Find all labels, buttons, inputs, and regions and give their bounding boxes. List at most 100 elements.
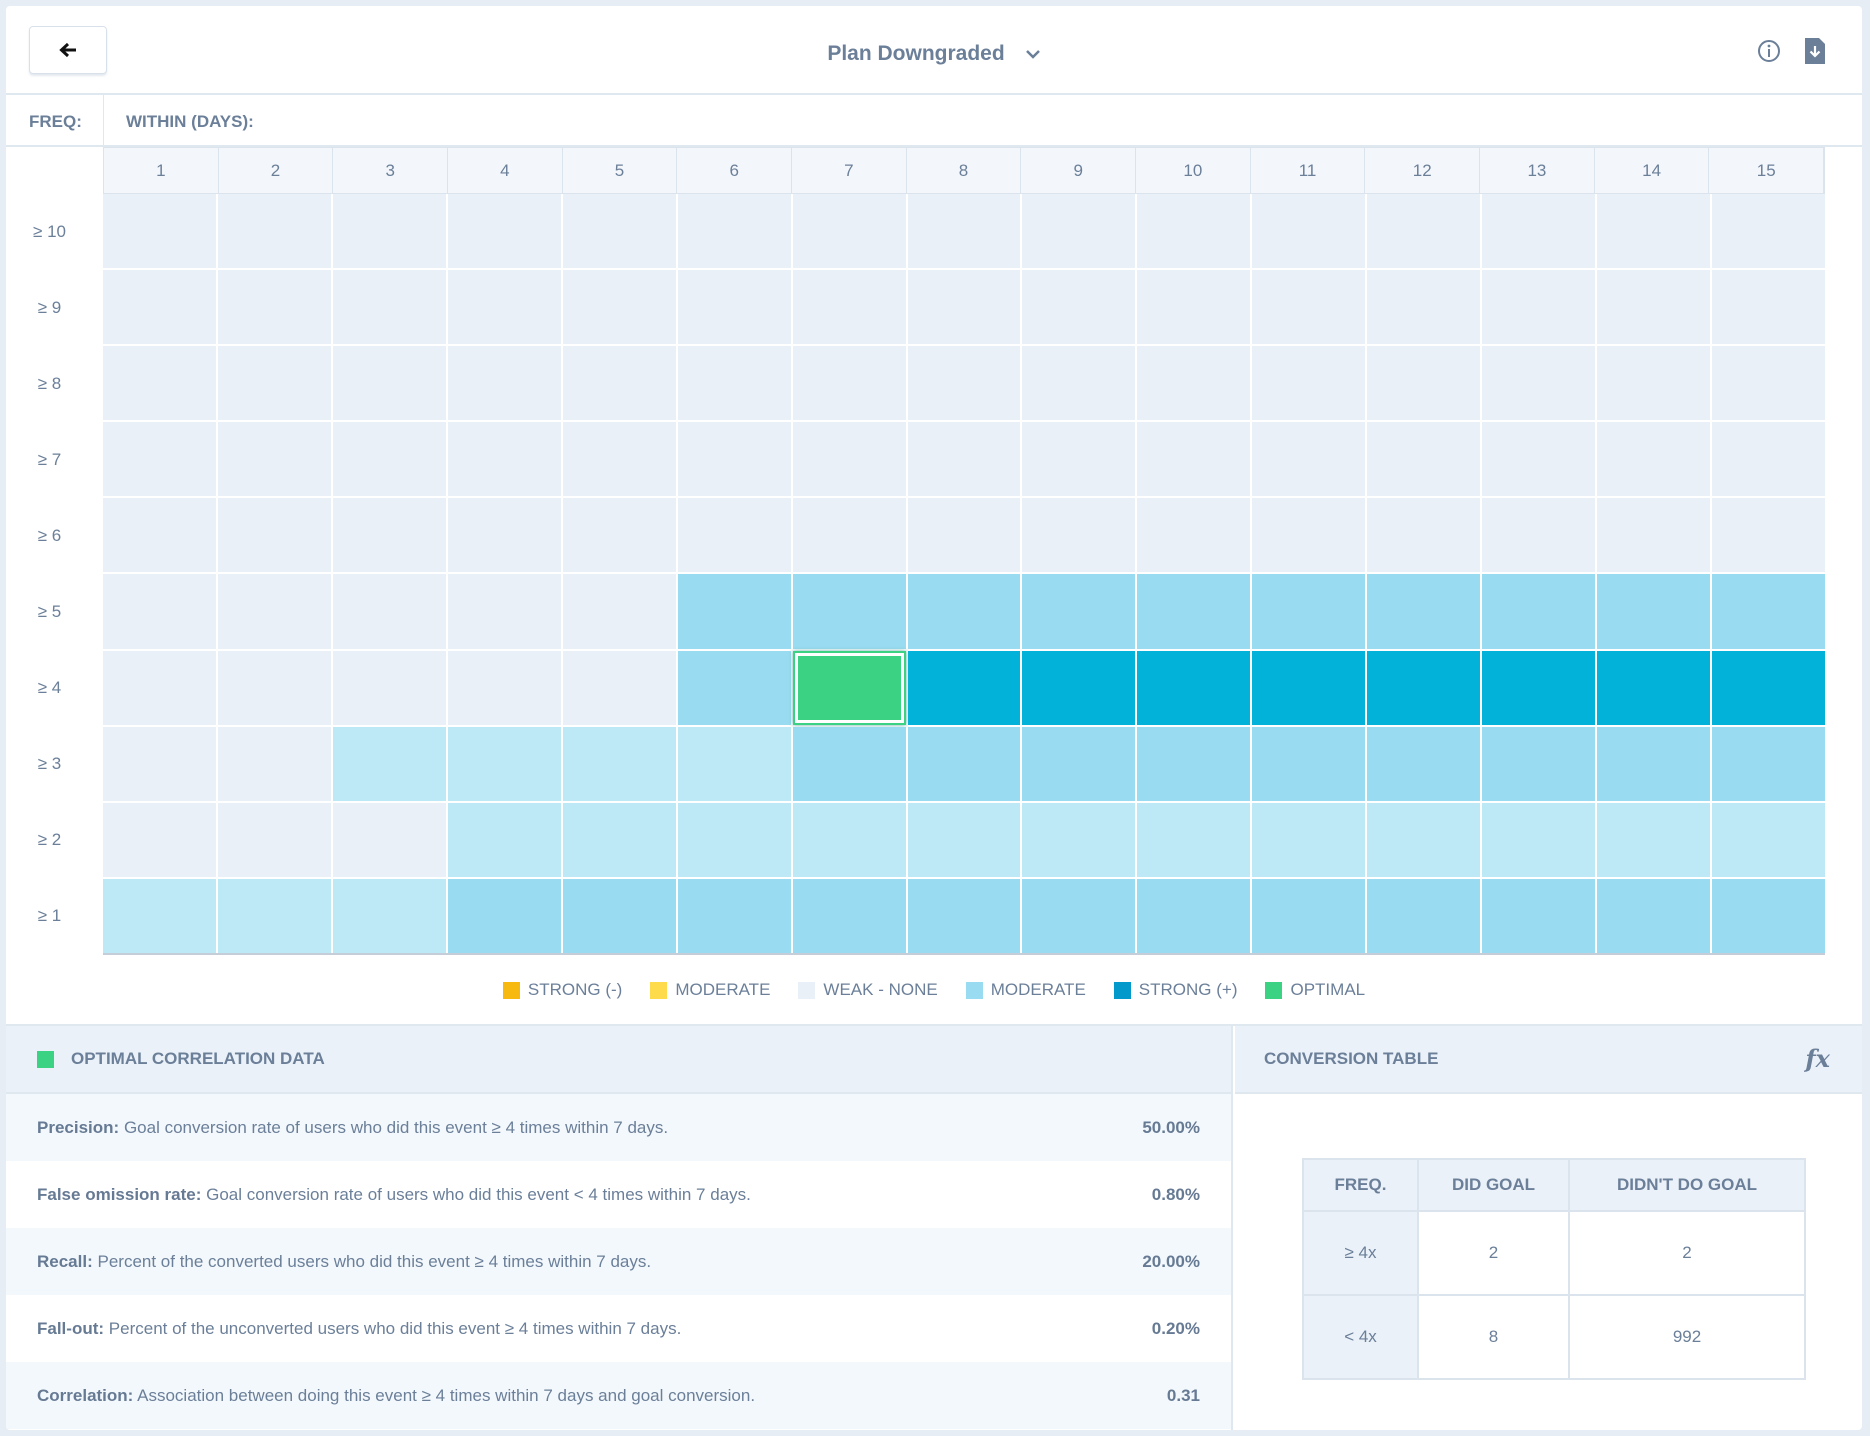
heatmap-cell[interactable] (1367, 270, 1481, 345)
heatmap-cell[interactable] (1712, 194, 1825, 269)
heatmap-cell[interactable] (1137, 574, 1251, 649)
heatmap-cell[interactable] (1022, 422, 1136, 497)
heatmap-cell[interactable] (447, 270, 561, 345)
heatmap-cell[interactable] (1712, 802, 1825, 877)
heatmap-cell[interactable] (1252, 194, 1366, 269)
heatmap-cell[interactable] (1712, 650, 1825, 725)
heatmap-cell[interactable] (1367, 574, 1481, 649)
heatmap-cell[interactable] (1252, 650, 1366, 725)
heatmap-cell[interactable] (677, 802, 791, 877)
heatmap-cell[interactable] (562, 346, 676, 421)
heatmap-cell[interactable] (217, 802, 331, 877)
heatmap-cell[interactable] (447, 422, 561, 497)
heatmap-cell[interactable] (332, 422, 446, 497)
heatmap-cell[interactable] (562, 422, 676, 497)
heatmap-cell[interactable] (562, 802, 676, 877)
heatmap-cell[interactable] (1137, 650, 1251, 725)
formula-icon[interactable]: fx (1805, 1044, 1830, 1073)
heatmap-cell[interactable] (447, 346, 561, 421)
heatmap-cell[interactable] (332, 194, 446, 269)
heatmap-cell[interactable] (447, 574, 561, 649)
heatmap-cell[interactable] (1367, 726, 1481, 801)
heatmap-cell[interactable] (217, 346, 331, 421)
heatmap-cell[interactable] (103, 726, 216, 801)
download-file-icon[interactable] (1805, 38, 1825, 64)
heatmap-cell[interactable] (907, 498, 1021, 573)
heatmap-cell[interactable] (562, 270, 676, 345)
heatmap-cell[interactable] (677, 878, 791, 953)
heatmap-cell[interactable] (677, 422, 791, 497)
heatmap-cell[interactable] (1022, 194, 1136, 269)
heatmap-cell[interactable] (1482, 726, 1596, 801)
heatmap-cell[interactable] (1367, 194, 1481, 269)
heatmap-cell[interactable] (907, 270, 1021, 345)
heatmap-cell[interactable] (217, 498, 331, 573)
heatmap-cell[interactable] (332, 498, 446, 573)
heatmap-cell[interactable] (217, 726, 331, 801)
heatmap-cell[interactable] (1367, 878, 1481, 953)
heatmap-cell[interactable] (1022, 726, 1136, 801)
heatmap-cell[interactable] (1597, 878, 1711, 953)
heatmap-cell[interactable] (1482, 574, 1596, 649)
heatmap-cell[interactable] (1022, 346, 1136, 421)
heatmap-cell[interactable] (562, 498, 676, 573)
heatmap-cell[interactable] (1597, 574, 1711, 649)
heatmap-cell[interactable] (907, 346, 1021, 421)
heatmap-cell[interactable] (1712, 422, 1825, 497)
heatmap-cell[interactable] (332, 346, 446, 421)
heatmap-cell[interactable] (792, 270, 906, 345)
heatmap-cell[interactable] (332, 726, 446, 801)
heatmap-cell[interactable] (1252, 878, 1366, 953)
heatmap-cell[interactable] (1482, 346, 1596, 421)
heatmap-cell[interactable] (1252, 498, 1366, 573)
heatmap-cell[interactable] (792, 726, 906, 801)
heatmap-cell[interactable] (1597, 726, 1711, 801)
heatmap-cell[interactable] (103, 498, 216, 573)
heatmap-cell[interactable] (677, 726, 791, 801)
heatmap-cell[interactable] (1482, 422, 1596, 497)
heatmap-cell[interactable] (907, 194, 1021, 269)
heatmap-cell[interactable] (1137, 270, 1251, 345)
heatmap-cell[interactable] (332, 270, 446, 345)
heatmap-cell[interactable] (217, 574, 331, 649)
back-button[interactable] (29, 26, 107, 74)
heatmap-cell[interactable] (1482, 650, 1596, 725)
heatmap-cell[interactable] (1367, 498, 1481, 573)
heatmap-cell[interactable] (332, 802, 446, 877)
heatmap-cell[interactable] (1252, 802, 1366, 877)
heatmap-cell[interactable] (1252, 346, 1366, 421)
heatmap-cell[interactable] (1137, 422, 1251, 497)
heatmap-cell[interactable] (1022, 650, 1136, 725)
heatmap-cell[interactable] (332, 574, 446, 649)
heatmap-cell[interactable] (1252, 422, 1366, 497)
heatmap-cell[interactable] (562, 650, 676, 725)
heatmap-cell[interactable] (103, 346, 216, 421)
heatmap-cell[interactable] (103, 194, 216, 269)
heatmap-cell[interactable] (1367, 650, 1481, 725)
heatmap-cell[interactable] (1482, 194, 1596, 269)
heatmap-cell[interactable] (103, 878, 216, 953)
heatmap-cell[interactable] (562, 574, 676, 649)
heatmap-cell[interactable] (1482, 270, 1596, 345)
heatmap-cell[interactable] (1137, 498, 1251, 573)
heatmap-cell[interactable] (1597, 270, 1711, 345)
heatmap-cell[interactable] (217, 878, 331, 953)
heatmap-cell[interactable] (1597, 802, 1711, 877)
heatmap-cell[interactable] (792, 498, 906, 573)
heatmap-cell[interactable] (103, 270, 216, 345)
heatmap-cell[interactable] (447, 802, 561, 877)
heatmap-cell[interactable] (447, 498, 561, 573)
heatmap-cell[interactable] (103, 422, 216, 497)
heatmap-cell[interactable] (1137, 726, 1251, 801)
heatmap-cell[interactable] (1482, 498, 1596, 573)
heatmap-cell[interactable] (907, 422, 1021, 497)
heatmap-cell[interactable] (792, 346, 906, 421)
heatmap-cell[interactable] (332, 878, 446, 953)
heatmap-cell[interactable] (1597, 346, 1711, 421)
heatmap-cell[interactable] (103, 650, 216, 725)
heatmap-cell[interactable] (792, 194, 906, 269)
heatmap-cell[interactable] (1022, 878, 1136, 953)
heatmap-cell[interactable] (217, 650, 331, 725)
heatmap-cell[interactable] (1137, 878, 1251, 953)
heatmap-cell[interactable] (1022, 574, 1136, 649)
